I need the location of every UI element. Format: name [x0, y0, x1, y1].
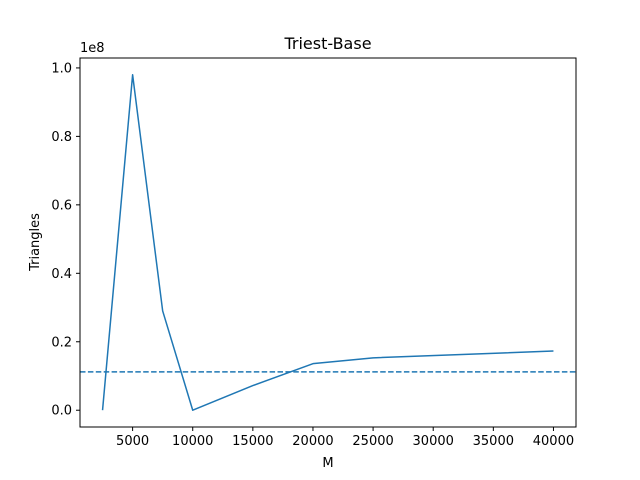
y-axis-label: Triangles: [28, 213, 43, 272]
x-tick-label: 5000: [116, 434, 149, 449]
y-axis-offset-label: 1e8: [80, 41, 105, 56]
x-tick-label: 25000: [352, 434, 393, 449]
y-tick-label: 1.0: [51, 61, 72, 76]
x-axis-label: M: [322, 456, 333, 471]
x-tick-label: 35000: [473, 434, 514, 449]
x-axis-ticks: 5000 10000 15000 20000 25000 30000 35000 40000: [116, 427, 574, 449]
x-tick-label: 15000: [232, 434, 273, 449]
y-tick-label: 0.4: [51, 267, 72, 282]
x-tick-label: 40000: [533, 434, 574, 449]
y-tick-label: 0.0: [51, 404, 72, 419]
x-tick-label: 10000: [172, 434, 213, 449]
y-tick-label: 0.2: [51, 335, 72, 350]
series-line: [101, 74, 554, 411]
x-tick-label: 20000: [292, 434, 333, 449]
chart-title: Triest-Base: [283, 34, 371, 53]
y-tick-label: 0.6: [51, 198, 72, 213]
y-axis-ticks: 0.0 0.2 0.4 0.6 0.8 1.0: [51, 61, 80, 419]
plot-area-frame: [79, 57, 577, 428]
x-tick-label: 30000: [413, 434, 454, 449]
y-tick-label: 0.8: [51, 130, 72, 145]
plot-layer: [80, 74, 576, 411]
